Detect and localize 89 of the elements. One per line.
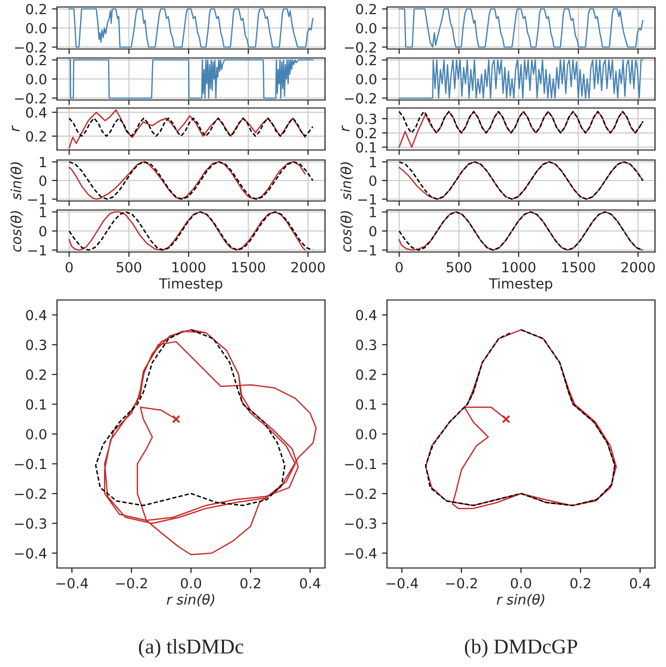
y-tick-label: −1 [28, 194, 46, 204]
line-series [95, 329, 286, 506]
x-tick-label: 1500 [232, 262, 266, 272]
y-tick-label: 0.0 [26, 74, 46, 84]
y-tick-label: 0.0 [356, 74, 376, 84]
y-tick-label: 0.0 [356, 22, 376, 34]
x-tick-label: 2000 [291, 262, 325, 272]
y-tick-label: 1 [370, 207, 376, 218]
line-series [68, 8, 314, 48]
x-axis-title: r sin(θ) [496, 594, 544, 606]
y-tick-label: 0 [39, 175, 46, 186]
x-tick-label: 500 [116, 262, 142, 272]
x-tick-label: −0.2 [116, 578, 147, 588]
x-tick-label: 0.2 [570, 578, 590, 588]
x-tick-label: 0 [396, 262, 403, 272]
y-axis-title: sin(θ) [10, 162, 23, 200]
y-tick-label: −1 [358, 194, 376, 204]
x-axis-title: r sin(θ) [166, 594, 214, 606]
y-tick-label: 0.2 [356, 54, 376, 66]
y-tick-label: −0.3 [345, 518, 376, 529]
line-series [398, 59, 644, 99]
y-tick-label: 0.0 [26, 22, 46, 34]
x-tick-label: 1500 [562, 262, 596, 272]
x-tick-label: 0.0 [180, 578, 202, 588]
y-tick-label: 0.2 [356, 128, 376, 138]
x-tick-label: −0.4 [56, 578, 88, 588]
y-tick-label: 0.4 [26, 310, 46, 320]
y-axis-title: sin(θ) [340, 162, 353, 200]
x-tick-label: 0.4 [300, 578, 320, 588]
y-tick-label: −0.2 [345, 488, 376, 500]
y-tick-label: −0.2 [15, 93, 46, 104]
x-tick-label: 1000 [502, 262, 536, 272]
y-tick-label: −0.2 [15, 488, 46, 500]
y-tick-label: 0.0 [26, 428, 46, 440]
x-tick-label: 1000 [172, 262, 206, 272]
line-series [398, 110, 644, 134]
x-tick-label: 0.0 [510, 578, 532, 588]
y-axis-title: cos(θ) [340, 211, 353, 252]
y-tick-label: 0.2 [356, 369, 376, 380]
y-tick-label: 0.3 [26, 340, 46, 350]
y-tick-label: 1 [370, 157, 376, 168]
x-tick-label: 2000 [621, 262, 655, 272]
y-tick-label: 0.0 [356, 428, 376, 440]
y-tick-label: 0.4 [356, 310, 376, 320]
text: (a) tlsDMDc [138, 638, 244, 658]
text: (b) DMDcGP [464, 638, 578, 658]
x-tick-label: 0.2 [240, 578, 260, 588]
x-axis-title: Timestep [158, 278, 222, 292]
y-tick-label: −0.4 [15, 548, 46, 559]
x-tick-label: −0.4 [386, 578, 418, 588]
line-series [104, 329, 317, 556]
x-tick-label: 0.4 [630, 578, 650, 588]
y-tick-label: 0 [39, 226, 46, 236]
y-tick-label: 0.1 [356, 142, 376, 153]
x-tick-label: 500 [446, 262, 472, 272]
y-tick-label: 0.1 [26, 399, 46, 410]
y-tick-label: −1 [358, 245, 376, 256]
x-tick-label: −0.2 [446, 578, 477, 588]
y-tick-label: 0.2 [26, 131, 46, 142]
y-tick-label: −0.2 [345, 42, 376, 53]
y-tick-label: −0.2 [345, 93, 376, 104]
y-tick-label: 0.2 [26, 4, 46, 14]
y-tick-label: 0 [369, 226, 376, 236]
y-tick-label: 0.1 [356, 399, 376, 410]
y-axis-title: r [12, 125, 20, 132]
y-tick-label: 0 [369, 175, 376, 186]
y-tick-label: 0.2 [26, 54, 46, 66]
y-tick-label: −0.4 [345, 548, 376, 559]
line-series [398, 110, 644, 148]
y-tick-label: −0.2 [15, 42, 46, 53]
y-tick-label: 1 [40, 157, 46, 168]
x-tick-label: 0 [66, 262, 73, 272]
y-tick-label: 0.3 [356, 114, 376, 124]
y-tick-label: 0.4 [26, 107, 46, 118]
y-tick-label: −1 [28, 245, 46, 256]
line-series [68, 118, 314, 137]
line-series [398, 8, 644, 48]
y-tick-label: −0.3 [15, 518, 46, 529]
y-tick-label: 0.2 [356, 4, 376, 14]
line-series [68, 109, 306, 149]
y-axis-title: r [342, 125, 350, 132]
y-tick-label: 0.3 [356, 340, 376, 350]
y-axis-title: cos(θ) [10, 211, 23, 252]
x-axis-title: Timestep [488, 278, 552, 292]
y-tick-label: 0.2 [26, 369, 46, 380]
line-series [68, 59, 314, 99]
y-tick-label: −0.1 [15, 458, 46, 470]
y-tick-label: −0.1 [345, 458, 376, 470]
y-tick-label: 1 [40, 207, 46, 218]
